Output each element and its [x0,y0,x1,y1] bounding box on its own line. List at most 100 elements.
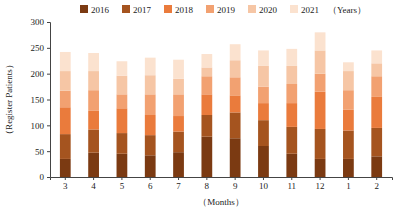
bar-segment [371,97,382,128]
y-tick-label: 250 [31,43,45,53]
bar-segment [88,90,99,111]
x-tick: 5 [120,177,125,191]
bar-segment [230,60,241,77]
bar-segment [343,62,354,71]
bar-segment [230,112,241,138]
bar-segment [258,120,269,146]
x-tick-label: 9 [233,181,238,191]
series-bars [60,50,382,94]
bar-segment [60,91,71,108]
x-tick: 4 [91,177,96,191]
bar-segment [286,84,297,103]
bar-segment [60,159,71,177]
bar-segment [286,49,297,66]
y-tick-mark [47,100,50,101]
series-bars [60,92,382,135]
bar-segment [230,138,241,177]
bar-segment [117,154,128,177]
x-tick-label: 3 [63,181,68,191]
y-tick: 50 [35,147,50,157]
bar-segment [145,94,156,115]
y-tick: 200 [31,69,51,79]
bar-segment [371,76,382,97]
x-tick-label: 12 [316,181,325,191]
x-tick-label: 11 [287,181,296,191]
legend-item: 2016 [80,5,110,15]
bar-segment [117,76,128,95]
bar-segment [315,159,326,177]
y-tick-label: 300 [31,17,45,27]
series-bars [60,137,382,177]
bar-segment [173,152,184,177]
bar-segment [60,134,71,159]
y-tick: 250 [31,43,51,53]
bar-segment [230,95,241,112]
y-tick-mark [47,74,50,75]
bar-segment [60,71,71,91]
x-tick: 3 [63,177,68,191]
legend-item: 2018 [164,5,194,15]
legend-item: 2019 [206,5,236,15]
bar-segment [173,79,184,95]
y-tick-mark [47,177,50,178]
x-tick-label: 7 [176,181,181,191]
legend-label: 2017 [133,5,152,15]
y-tick: 0 [40,172,51,182]
bar-segment [201,54,212,67]
y-tick-label: 0 [40,172,45,182]
y-tick-label: 100 [31,121,45,131]
x-tick-mark [235,177,236,180]
bar-segment [230,77,241,95]
bar-segment [230,44,241,60]
bar-segment [258,146,269,177]
bar-segment [117,61,128,75]
x-tick-mark [291,177,292,180]
bar-segment [258,50,269,66]
legend-item: 2017 [122,5,152,15]
bar-segment [258,87,269,104]
series-bars [60,32,382,79]
bar-segment [173,116,184,131]
bar-segment [343,159,354,177]
y-tick-mark [47,22,50,23]
x-tick: 12 [316,177,325,191]
bar-segment [315,32,326,50]
plot: 050100150200250300345678910111212 [31,17,393,191]
y-tick: 100 [31,121,51,131]
bar-segment [371,128,382,156]
y-axis: 0 50 100 150 200 250 300 [31,17,51,182]
bar-segment [371,50,382,63]
y-tick-label: 150 [31,95,45,105]
bar-segment [315,74,326,92]
x-tick-label: 2 [374,181,379,191]
bar-segment [173,132,184,153]
x-tick: 8 [205,177,210,191]
bar-segment [371,63,382,76]
legend-label: 2020 [259,5,278,15]
bar-segment [60,52,71,71]
bar-segment [145,155,156,177]
bar-segment [258,66,269,87]
x-tick-mark [93,177,94,180]
x-tick-label: 6 [148,181,153,191]
legend: 201620172018201920202021（Years） [80,5,366,15]
x-tick: 9 [233,177,238,191]
y-axis-title: （Register Patients） [4,60,14,139]
chart: 050100150200250300345678910111212（Regist… [0,0,400,209]
bar-segment [315,92,326,129]
y-tick: 300 [31,17,51,27]
x-tick: 6 [148,177,153,191]
bar-segment [343,71,354,90]
bar-segment [343,110,354,131]
x-tick-label: 4 [91,181,96,191]
y-tick-mark [47,48,50,49]
y-tick-label: 200 [31,69,45,79]
x-axis-line [51,178,393,181]
x-tick: 7 [176,177,181,191]
bar-segment [201,94,212,115]
bar-segment [145,75,156,94]
y-axis-line [47,23,51,178]
y-tick: 150 [31,95,51,105]
legend-item: 2021 [290,5,319,15]
legend-label: 2019 [217,5,236,15]
